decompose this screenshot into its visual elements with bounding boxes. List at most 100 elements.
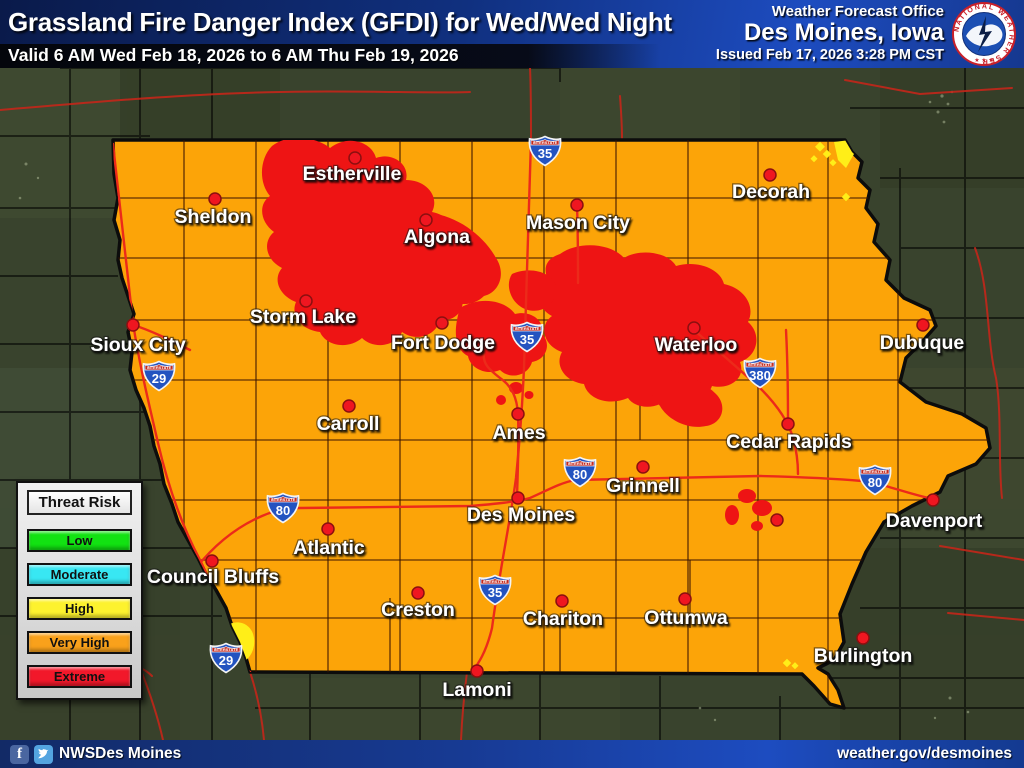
city-dot [208, 192, 222, 206]
legend-item-very-high: Very High [27, 631, 132, 654]
city-dot [781, 417, 795, 431]
svg-text:INTERSTATE: INTERSTATE [483, 579, 508, 584]
footer-bar: f NWSDes Moines weather.gov/desmoines [0, 740, 1024, 768]
city-dot [555, 594, 569, 608]
svg-text:35: 35 [538, 146, 552, 161]
twitter-icon [34, 744, 53, 764]
city-label: Algona [404, 226, 470, 248]
svg-text:80: 80 [868, 475, 882, 490]
city-dot [299, 294, 313, 308]
city-dot [321, 522, 335, 536]
city-dot [511, 491, 525, 505]
interstate-shields: INTERSTATE35INTERSTATE29INTERSTATE35INTE… [142, 135, 892, 674]
svg-text:INTERSTATE: INTERSTATE [515, 326, 540, 331]
city-label: Waterloo [655, 334, 738, 356]
svg-text:★ ★ ★: ★ ★ ★ [974, 57, 993, 64]
city-label: Grinnell [606, 475, 680, 497]
city-dot [856, 631, 870, 645]
threat-risk-legend: Threat Risk Low Moderate High Very High Extr… [16, 481, 143, 700]
svg-text:29: 29 [152, 371, 166, 386]
city-label: Creston [381, 599, 455, 621]
city-dot [570, 198, 584, 212]
city-label: Cedar Rapids [726, 431, 852, 453]
valid-range-text: Valid 6 AM Wed Feb 18, 2026 to 6 AM Thu … [8, 45, 459, 65]
svg-text:35: 35 [520, 332, 534, 347]
city-dot [916, 318, 930, 332]
city-dot [470, 664, 484, 678]
city-dot [348, 151, 362, 165]
city-dot [205, 554, 219, 568]
office-block: Weather Forecast Office Des Moines, Iowa… [716, 3, 944, 65]
city-label: Carroll [317, 413, 380, 435]
svg-text:80: 80 [573, 467, 587, 482]
city-dot [411, 586, 425, 600]
footer-brand: NWSDes Moines [59, 745, 182, 762]
issued-timestamp: Issued Feb 17, 2026 3:28 PM CST [715, 47, 944, 63]
city-label: Chariton [523, 608, 603, 630]
svg-text:INTERSTATE: INTERSTATE [748, 362, 773, 367]
city-dot [636, 460, 650, 474]
header-bar: Grassland Fire Danger Index (GFDI) for W… [0, 0, 1024, 68]
city-label: Ames [492, 422, 545, 444]
office-city: Des Moines, Iowa [743, 19, 944, 46]
svg-text:INTERSTATE: INTERSTATE [271, 497, 296, 502]
city-label: Burlington [814, 645, 913, 667]
page-title: Grassland Fire Danger Index (GFDI) for W… [8, 7, 672, 37]
city-label: Fort Dodge [391, 332, 495, 354]
legend-title: Threat Risk [27, 490, 132, 515]
city-labels: Estherville Sheldon Algona Mason City Decora… [89, 151, 984, 702]
footer-url: weather.gov/desmoines [837, 745, 1012, 762]
city-dot [926, 493, 940, 507]
city-label: Sioux City [90, 334, 186, 356]
city-label: Storm Lake [250, 306, 356, 328]
svg-text:35: 35 [488, 585, 502, 600]
city-dot [126, 318, 140, 332]
extreme-risk-regions [262, 140, 772, 531]
legend-item-extreme: Extreme [27, 665, 132, 688]
svg-text:380: 380 [749, 368, 771, 383]
svg-text:INTERSTATE: INTERSTATE [863, 469, 888, 474]
city-dot [687, 321, 701, 335]
svg-text:80: 80 [276, 503, 290, 518]
city-dot [678, 592, 692, 606]
city-label: Council Bluffs [147, 566, 279, 588]
nws-logo-icon: NATIONAL WEATHER SERVICE ★ ★ ★ [952, 2, 1016, 66]
city-label: Decorah [732, 181, 810, 203]
legend-item-high: High [27, 597, 132, 620]
city-label: Des Moines [467, 504, 576, 526]
city-label: Dubuque [880, 332, 965, 354]
legend-items: Low Moderate High Very High Extreme [27, 529, 132, 688]
city-label: Lamoni [442, 679, 511, 701]
svg-text:INTERSTATE: INTERSTATE [147, 365, 172, 370]
office-label: Weather Forecast Office [771, 3, 944, 20]
svg-text:INTERSTATE: INTERSTATE [214, 647, 239, 652]
city-label: Davenport [886, 510, 983, 532]
svg-text:INTERSTATE: INTERSTATE [533, 140, 558, 145]
map-area: INTERSTATE 35 INTERSTATE 29 INTERSTATE 35 INTE… [0, 68, 1024, 740]
city-dot [763, 168, 777, 182]
city-label: Mason City [526, 212, 630, 234]
unlabeled-city-dots [770, 513, 784, 527]
svg-text:INTERSTATE: INTERSTATE [568, 461, 593, 466]
city-label: Ottumwa [644, 607, 728, 629]
city-label: Estherville [303, 163, 402, 185]
legend-item-moderate: Moderate [27, 563, 132, 586]
city-dot [342, 399, 356, 413]
valid-bar: Valid 6 AM Wed Feb 18, 2026 to 6 AM Thu … [0, 44, 660, 68]
city-dot [435, 316, 449, 330]
city-dot [770, 513, 784, 527]
city-label: Atlantic [293, 537, 365, 559]
city-dot [419, 213, 433, 227]
city-dot [511, 407, 525, 421]
svg-text:29: 29 [219, 653, 233, 668]
